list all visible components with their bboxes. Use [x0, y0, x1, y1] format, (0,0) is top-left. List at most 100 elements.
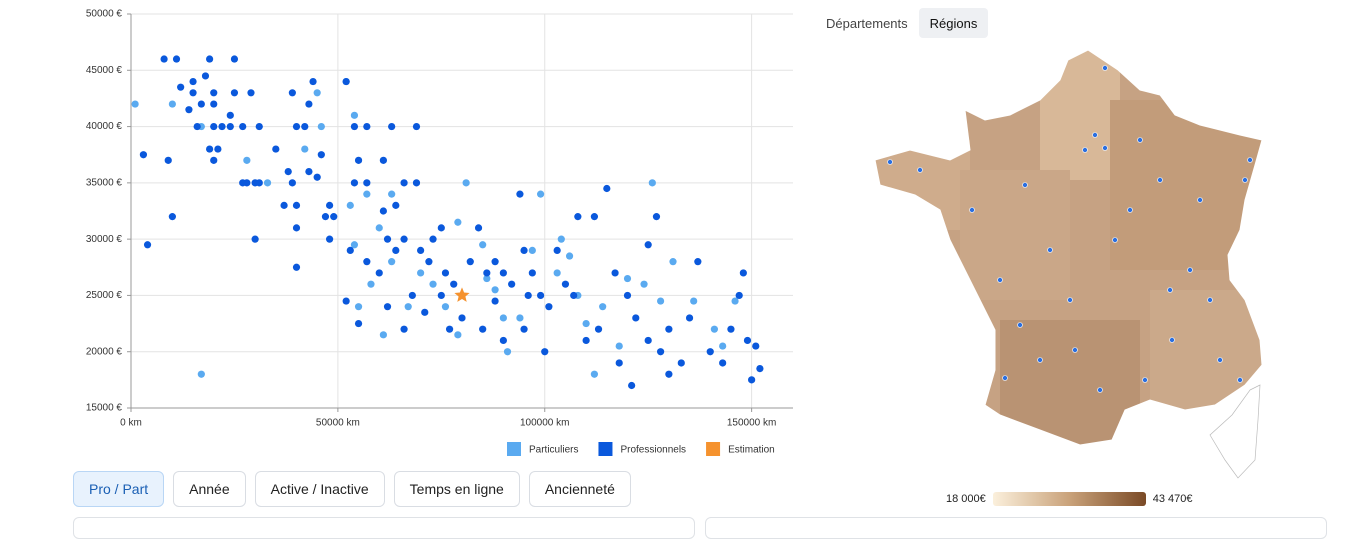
point: [243, 156, 251, 164]
point: [499, 336, 507, 345]
point: [160, 55, 168, 63]
point: [590, 213, 599, 221]
point: [748, 376, 756, 384]
x-tick-label: 100000 km: [520, 418, 569, 429]
point: [210, 100, 218, 108]
point: [537, 291, 545, 300]
point: [408, 291, 416, 300]
point: [392, 246, 400, 254]
point: [611, 269, 619, 277]
legend-label: Estimation: [728, 445, 775, 456]
point: [388, 258, 396, 266]
point: [288, 179, 296, 187]
point: [574, 213, 582, 221]
point: [247, 89, 255, 97]
point: [305, 168, 313, 176]
point: [412, 122, 421, 131]
point: [516, 190, 524, 198]
point: [648, 179, 656, 187]
point: [226, 111, 234, 119]
point: [321, 213, 330, 221]
point: [375, 269, 383, 277]
point: [185, 106, 193, 114]
point: [168, 213, 176, 221]
point: [561, 280, 570, 288]
y-tick-label: 45000 €: [86, 65, 123, 76]
point: [313, 173, 321, 181]
point: [363, 190, 371, 198]
point: [652, 213, 661, 221]
point: [685, 314, 694, 322]
point: [537, 190, 545, 198]
france-map: [874, 49, 1263, 479]
point: [206, 55, 214, 63]
point: [474, 224, 483, 232]
france-outline: [874, 49, 1263, 446]
point: [541, 348, 549, 356]
point: [317, 151, 325, 159]
y-tick-label: 50000 €: [86, 9, 123, 20]
legend-max: 43 470€: [1152, 493, 1193, 505]
filter-button[interactable]: Active / Inactive: [254, 471, 385, 507]
point: [342, 297, 350, 305]
point: [404, 303, 412, 311]
map-tab[interactable]: Départements: [826, 15, 908, 31]
point: [603, 184, 611, 193]
map-dots: [887, 65, 1253, 393]
point: [462, 179, 470, 187]
point: [164, 156, 172, 164]
point: [350, 122, 359, 131]
point: [400, 325, 408, 333]
point: [226, 122, 234, 131]
filter-bar: Pro / Part Année Active / Inactive Temps…: [73, 471, 631, 507]
point: [280, 201, 288, 209]
point: [665, 370, 673, 378]
point: [479, 241, 487, 249]
point: [466, 258, 474, 266]
point: [263, 179, 272, 187]
point: [516, 314, 524, 322]
legend-min: 18 000€: [946, 493, 986, 505]
point: [139, 151, 148, 159]
point: [243, 179, 251, 187]
point: [590, 370, 599, 378]
point: [305, 100, 313, 108]
point: [437, 224, 445, 232]
point: [752, 342, 760, 350]
filter-button[interactable]: Année: [173, 471, 246, 507]
map-tab[interactable]: Régions: [918, 8, 989, 38]
point: [570, 291, 578, 300]
point: [383, 303, 392, 311]
filter-button[interactable]: Pro / Part: [73, 471, 165, 507]
point: [454, 218, 462, 226]
point: [201, 72, 210, 80]
point: [553, 246, 561, 254]
point: [479, 325, 487, 333]
panel: [73, 517, 695, 539]
point: [690, 297, 698, 305]
x-tick-label: 0 km: [120, 418, 142, 429]
y-tick-label: 35000 €: [86, 177, 123, 188]
point: [379, 207, 387, 215]
point: [189, 89, 197, 97]
filter-button[interactable]: Temps en ligne: [393, 471, 520, 507]
filter-button[interactable]: Ancienneté: [528, 471, 631, 507]
point: [172, 55, 181, 63]
point: [553, 269, 561, 277]
point: [706, 348, 714, 356]
scatter-chart: 15000 € 20000 € 25000 € 30000 € 35000 € 40000…: [86, 9, 793, 456]
point: [230, 55, 239, 63]
estimate-point: [454, 287, 470, 302]
point: [239, 122, 247, 131]
point: [218, 122, 226, 131]
point: [197, 370, 205, 378]
y-tick-label: 20000 €: [86, 346, 123, 357]
point: [313, 89, 321, 97]
point: [346, 201, 354, 209]
point: [483, 269, 491, 277]
point: [301, 145, 309, 153]
point: [727, 325, 735, 333]
point: [367, 280, 375, 288]
point: [615, 359, 623, 367]
point: [623, 291, 632, 300]
